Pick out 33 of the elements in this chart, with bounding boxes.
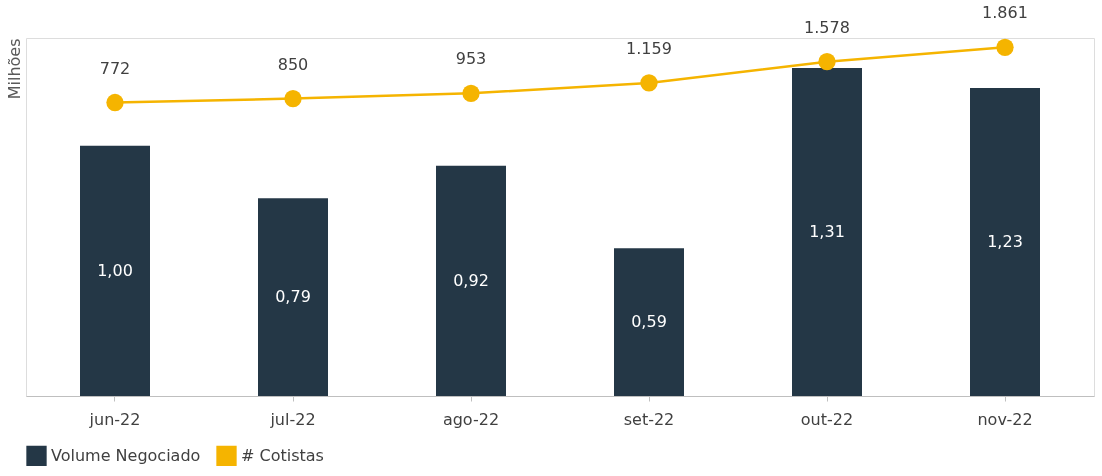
data-label: 953 — [455, 49, 487, 69]
bar — [792, 68, 862, 396]
data-label: 1,00 — [97, 260, 133, 280]
legend-label: # Cotistas — [241, 445, 324, 465]
bar — [970, 88, 1040, 396]
bar — [258, 198, 328, 396]
legend-label: Volume Negociado — [51, 445, 201, 465]
point — [106, 93, 124, 112]
point — [996, 38, 1014, 57]
data-label: 1.861 — [982, 3, 1028, 23]
data-label: 0,79 — [275, 287, 311, 307]
x-tick-label: jun-22 — [88, 409, 141, 429]
data-label: 0,59 — [631, 312, 667, 332]
x-tick-label: out-22 — [800, 409, 854, 429]
data-label: 1.159 — [626, 38, 672, 58]
data-label: 0,92 — [453, 270, 489, 290]
bar — [436, 165, 506, 396]
point — [284, 89, 302, 108]
data-label: 850 — [277, 54, 309, 74]
point — [818, 53, 836, 71]
x-tick-label: nov-22 — [977, 409, 1033, 429]
y-axis-title: Milhões — [4, 38, 24, 100]
x-tick-label: jul-22 — [269, 409, 316, 429]
x-tick-label: set-22 — [623, 409, 675, 429]
data-label: 1.578 — [804, 17, 850, 37]
bar — [80, 145, 150, 396]
point — [640, 74, 658, 92]
bar — [614, 248, 684, 396]
data-label: 1,23 — [987, 232, 1023, 252]
data-label: 772 — [99, 58, 131, 78]
data-label: 1,31 — [809, 222, 845, 242]
x-tick-label: ago-22 — [442, 409, 500, 429]
point — [462, 84, 480, 102]
